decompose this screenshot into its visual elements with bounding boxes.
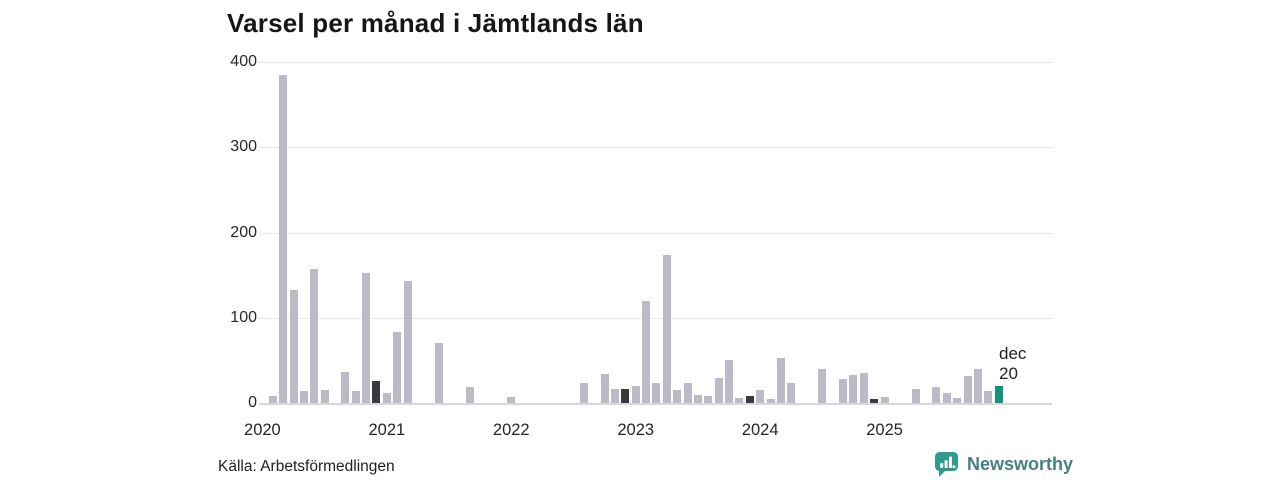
gridline xyxy=(259,317,1052,319)
bar-2021-feb xyxy=(393,332,402,403)
brand-name: Newsworthy xyxy=(967,454,1074,474)
x-axis-year-label: 2023 xyxy=(617,421,655,439)
annotation-month-label: dec xyxy=(999,344,1027,363)
bar-2020-nov xyxy=(362,272,371,403)
bar-2024-okt xyxy=(849,374,858,403)
y-axis-tick-label: 0 xyxy=(248,394,257,411)
bar-2020-sep xyxy=(341,372,350,403)
bar-2025-nov xyxy=(984,391,993,403)
gridline xyxy=(259,232,1052,234)
x-axis-year-label: 2025 xyxy=(866,421,903,439)
x-axis-year-label: 2022 xyxy=(492,421,530,439)
bar-2022-nov xyxy=(610,389,619,403)
y-axis-tick-label: 200 xyxy=(230,223,257,241)
bar-2024-jan xyxy=(756,390,765,403)
bar-2020-maj xyxy=(299,391,308,403)
brand-logo: Newsworthy xyxy=(934,451,1073,478)
bar-2020-jun xyxy=(310,269,319,403)
bar-highlight-2025-dec xyxy=(994,385,1003,403)
source-caption: Källa: Arbetsförmedlingen xyxy=(218,458,395,475)
bar-2023-dec xyxy=(745,396,754,403)
bar-2020-apr xyxy=(289,290,298,403)
annotation-value-label: 20 xyxy=(999,364,1018,383)
bar-2024-jul xyxy=(818,368,827,403)
bar-2021-jan xyxy=(382,392,391,403)
bar-2022-dec xyxy=(621,389,630,403)
bar-2024-feb xyxy=(766,398,775,403)
bar-2023-sep xyxy=(714,378,723,403)
bar-2025-aug xyxy=(953,397,962,403)
bar-2022-okt xyxy=(600,374,609,403)
bar-2024-nov xyxy=(859,373,868,403)
bar-2023-nov xyxy=(735,397,744,403)
x-axis-year-label: 2021 xyxy=(368,421,406,439)
bar-2020-okt xyxy=(351,391,360,403)
bar-2025-jul xyxy=(942,392,951,403)
bar-2023-apr xyxy=(662,254,671,403)
bar-2023-okt xyxy=(725,360,734,403)
bar-2020-jul xyxy=(320,390,329,403)
bar-2024-dec xyxy=(870,398,879,403)
bar-2024-mar xyxy=(776,357,785,403)
bar-2020-mar xyxy=(279,74,288,403)
bar-2025-jan xyxy=(880,397,889,403)
page-title: Varsel per månad i Jämtlands län xyxy=(227,8,644,38)
gridline xyxy=(259,62,1052,63)
bar-2023-jul xyxy=(693,395,702,403)
bar-2023-aug xyxy=(704,396,713,403)
y-axis-tick-label: 400 xyxy=(230,53,257,70)
bar-2022-aug xyxy=(579,383,588,403)
x-axis-year-label: 2020 xyxy=(244,421,281,439)
bar-2023-mar xyxy=(652,382,661,403)
bar-2023-maj xyxy=(673,390,682,403)
bar-2022-jan xyxy=(507,397,516,403)
bar-2023-jan xyxy=(631,385,640,403)
gridline xyxy=(259,147,1052,149)
x-axis-year-label: 2024 xyxy=(741,421,779,439)
bar-2021-mar xyxy=(403,281,412,403)
newsworthy-bubble-barchart-icon xyxy=(935,452,958,477)
latest-bar-annotation: dec 20 xyxy=(999,344,1026,384)
bar-2020-dec xyxy=(372,380,381,403)
bar-2025-okt xyxy=(973,368,982,403)
bar-2024-sep xyxy=(839,379,848,403)
bar-2023-feb xyxy=(642,300,651,403)
bar-2023-jun xyxy=(683,383,692,403)
bar-2025-apr xyxy=(911,389,920,403)
bar-2025-sep xyxy=(963,375,972,403)
bar-2025-jun xyxy=(932,386,941,403)
bar-2021-sep xyxy=(465,386,474,403)
y-axis-tick-label: 100 xyxy=(230,308,257,326)
bar-2024-apr xyxy=(787,383,796,403)
bar-2020-feb xyxy=(268,396,277,403)
y-axis-tick-label: 300 xyxy=(230,138,257,156)
x-axis-line xyxy=(259,402,1052,405)
bar-2021-jun xyxy=(434,343,443,403)
